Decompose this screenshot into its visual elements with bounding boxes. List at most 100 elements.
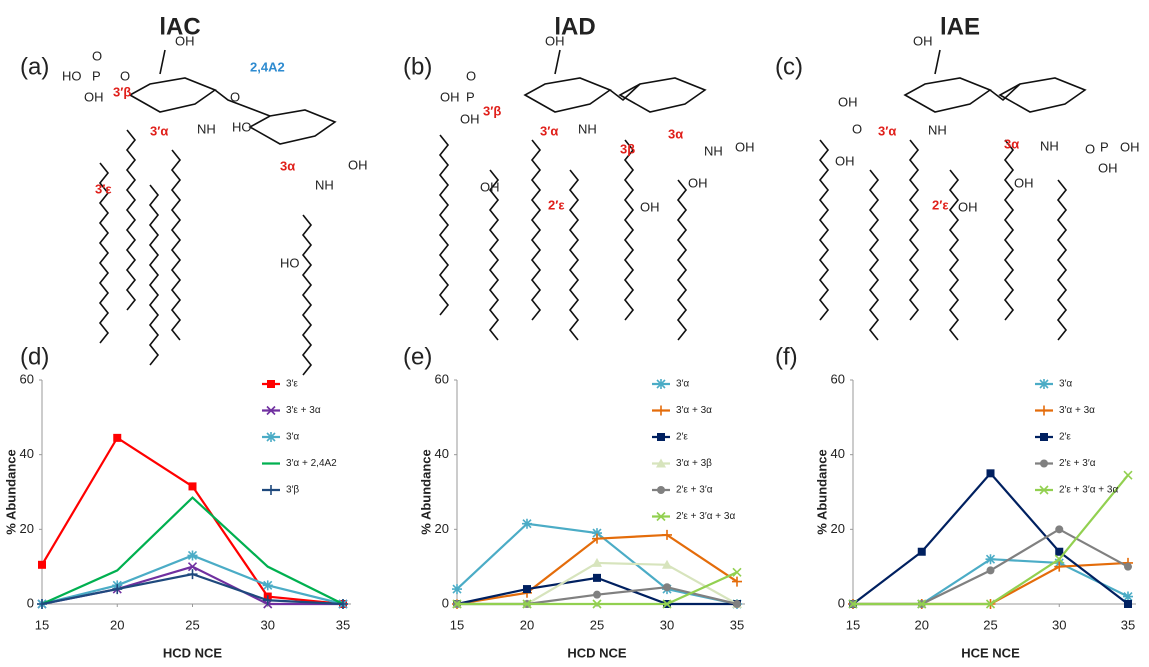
atom-label: O (1085, 141, 1095, 156)
marker (1123, 591, 1133, 602)
atom-label: NH (928, 122, 947, 137)
atom-label: OH (958, 199, 978, 214)
acyl-chain (948, 169, 960, 341)
atom-label: OH (1120, 139, 1140, 154)
y-axis-label: % Abundance (3, 449, 18, 534)
x-tick-label: 20 (520, 617, 534, 632)
series-line (41, 496, 344, 606)
x-tick-label: 35 (730, 617, 744, 632)
glycosidic-bond (989, 83, 1021, 102)
x-tick-label: 25 (590, 617, 604, 632)
atom-label: OH (1098, 160, 1118, 175)
marker (262, 580, 273, 591)
panel-letter: (d) (20, 343, 49, 370)
marker (338, 599, 348, 609)
legend-label: 2′ε + 3′α + 3α (676, 511, 735, 522)
series: 3′ε (38, 379, 347, 608)
structure-title: lAC (159, 13, 200, 40)
marker (657, 433, 665, 441)
marker (917, 599, 927, 609)
y-tick-label: 40 (435, 446, 449, 461)
legend-label: 3′α (1059, 379, 1072, 390)
series: 3′β (37, 485, 348, 609)
legend-label: 2′ε (1059, 432, 1071, 443)
atom-label: NH (1040, 138, 1059, 153)
x-tick-label: 25 (185, 617, 199, 632)
marker (266, 405, 276, 416)
marker (592, 599, 602, 609)
y-tick-label: 60 (20, 371, 34, 386)
marker (38, 560, 46, 569)
atom-label: OH (640, 199, 660, 214)
marker (452, 599, 462, 609)
legend-label: 3′α + 3α (676, 405, 712, 416)
x-tick-label: 20 (110, 617, 124, 632)
sugar-ring (128, 77, 217, 113)
marker (985, 554, 996, 565)
x-tick-label: 30 (1052, 617, 1066, 632)
atom-label: OH (480, 179, 500, 194)
x-tick-label: 35 (336, 617, 350, 632)
glycosidic-bond (609, 83, 641, 102)
x-tick-label: 35 (1121, 617, 1135, 632)
legend-label: 3′ε + 3α (286, 405, 321, 416)
y-axis-label: % Abundance (814, 449, 829, 534)
marker (187, 550, 198, 561)
series: 2′ε + 3′α + 3α (452, 511, 742, 609)
atom-label: NH (704, 143, 723, 158)
acyl-chain (148, 184, 160, 366)
x-tick-label: 15 (846, 617, 860, 632)
atom-label: P (1100, 139, 1109, 154)
atom-label: OH (913, 33, 933, 48)
marker (522, 518, 532, 529)
acyl-chain (488, 169, 500, 341)
marker (592, 533, 602, 544)
acyl-chain (868, 169, 880, 341)
glycosidic-bond (214, 89, 271, 117)
x-tick-label: 25 (983, 617, 997, 632)
x-tick-label: 15 (450, 617, 464, 632)
atom-label: 2′ε (548, 197, 565, 212)
panel-letter: (e) (403, 343, 432, 370)
atom-label: P (92, 68, 101, 83)
atom-label: OH (440, 89, 460, 104)
structure-title: lAD (554, 13, 595, 40)
y-tick-label: 0 (27, 595, 34, 610)
acyl-chain (170, 149, 182, 341)
atom-label: 3′α (878, 123, 896, 138)
marker (187, 569, 198, 580)
atom-label: 2′ε (932, 197, 949, 212)
marker (1039, 485, 1049, 495)
atom-label: NH (315, 177, 334, 192)
marker (1055, 547, 1064, 556)
series: 2′ε + 3′α + 3α (848, 470, 1133, 609)
legend-label: 3′β (286, 485, 299, 496)
atom-label: OH (84, 89, 104, 104)
atom-label: OH (175, 33, 195, 48)
marker (1124, 562, 1132, 571)
series: 2′ε + 3′α (849, 458, 1132, 608)
y-tick-label: 60 (831, 371, 845, 386)
marker (112, 584, 123, 595)
marker (1123, 470, 1133, 480)
marker (662, 599, 672, 609)
legend-label: 2′ε + 3′α + 3α (1059, 485, 1118, 496)
atom-label: O (230, 89, 240, 104)
atom-label: HO (232, 119, 252, 134)
acyl-chain (301, 214, 313, 376)
marker (593, 573, 601, 582)
atom-label: HO (62, 68, 82, 83)
atom-label: O (466, 68, 476, 83)
marker (267, 380, 275, 388)
acyl-chain (908, 139, 920, 321)
marker (848, 599, 858, 609)
panel-letter: (a) (20, 53, 49, 80)
atom-label: OH (838, 94, 858, 109)
marker (656, 379, 666, 389)
legend-label: 2′ε + 3′α (676, 485, 713, 496)
series: 2′ε (849, 432, 1132, 608)
atom-label: 3α (1004, 136, 1019, 151)
y-tick-label: 0 (442, 595, 449, 610)
